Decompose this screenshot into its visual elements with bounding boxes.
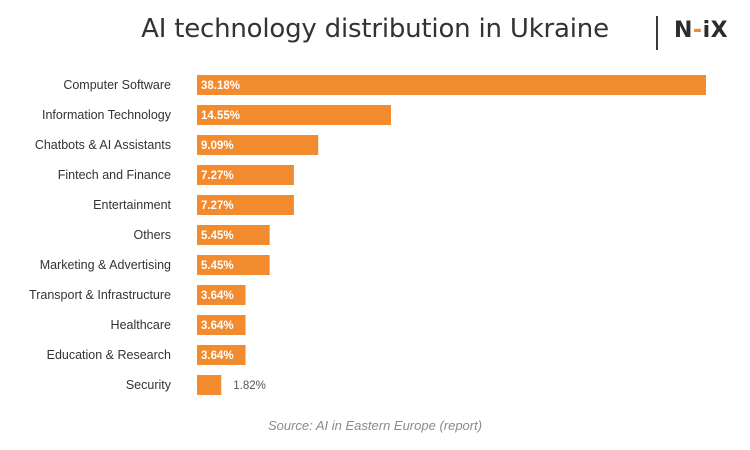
data-label: 7.27% (201, 200, 234, 212)
data-label: 3.64% (201, 350, 234, 362)
data-label: 5.45% (201, 260, 234, 272)
bar (197, 375, 222, 395)
bar (197, 285, 246, 305)
chart-title: AI technology distribution in Ukraine (141, 14, 609, 44)
bar (197, 105, 391, 125)
category-label: Computer Software (63, 78, 171, 92)
source-note: Source: AI in Eastern Europe (report) (267, 418, 483, 433)
category-label: Entertainment (93, 198, 171, 212)
category-label: Information Technology (42, 108, 172, 122)
bar (197, 255, 270, 275)
logo-dash: - (692, 18, 703, 43)
bar (197, 75, 706, 95)
brand-logo: N-iX (674, 18, 728, 43)
data-label: 1.82% (233, 380, 266, 392)
category-label: Transport & Infrastructure (29, 288, 171, 302)
category-label: Others (133, 228, 171, 242)
bar (197, 195, 294, 215)
category-label: Security (126, 378, 172, 392)
data-label: 7.27% (201, 170, 234, 182)
logo-divider (656, 16, 658, 50)
bar (197, 225, 270, 245)
data-label: 5.45% (201, 230, 234, 242)
bar (197, 165, 294, 185)
data-label: 3.64% (201, 320, 234, 332)
data-label: 3.64% (201, 290, 234, 302)
logo-letter-n: N (674, 18, 693, 43)
bar (197, 315, 246, 335)
category-label: Fintech and Finance (58, 168, 171, 182)
category-label: Healthcare (111, 318, 171, 332)
category-label: Marketing & Advertising (40, 258, 171, 272)
category-label: Education & Research (47, 348, 171, 362)
bar (197, 345, 246, 365)
data-label: 9.09% (201, 140, 234, 152)
data-label: 14.55% (201, 110, 240, 122)
logo-letters-ix: iX (702, 18, 729, 43)
data-label: 38.18% (201, 80, 240, 92)
category-label: Chatbots & AI Assistants (35, 138, 171, 152)
bar (197, 135, 319, 155)
